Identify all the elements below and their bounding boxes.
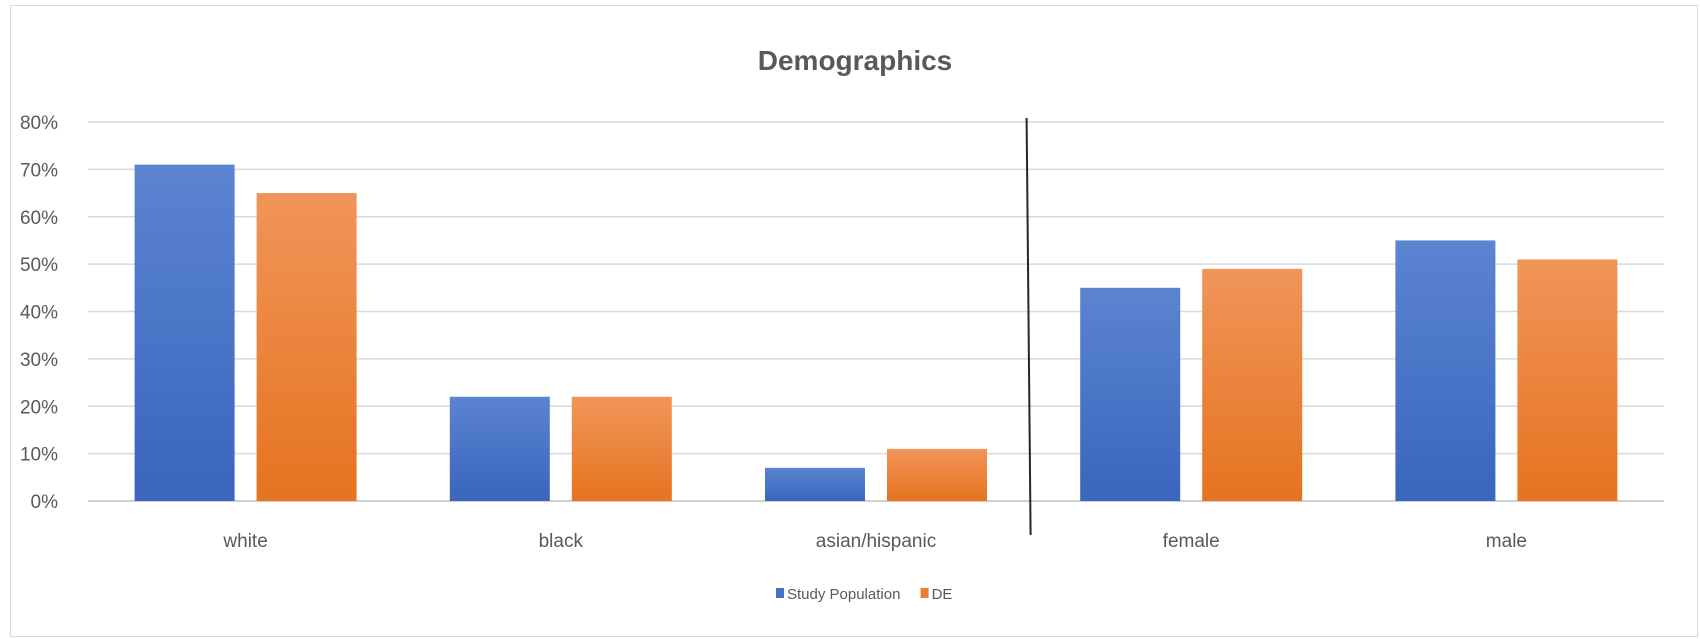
x-tick-label: asian/hispanic <box>816 531 936 552</box>
x-tick-label: white <box>222 531 267 552</box>
legend-label: DE <box>932 586 953 603</box>
y-tick-label: 70% <box>20 160 58 181</box>
y-tick-label: 80% <box>20 113 58 134</box>
group-divider-line <box>1025 117 1032 536</box>
bar-de-asian-hispanic <box>887 448 987 501</box>
y-tick-label: 0% <box>31 492 59 513</box>
bar-de-male <box>1517 259 1618 501</box>
y-tick-label: 50% <box>20 255 58 276</box>
bar-study-population-black <box>449 396 550 501</box>
label-layer: 0% 10% 20% 30% 40% 50% 60% 70% 80% white black asia… <box>20 113 1527 552</box>
bar-de-white <box>256 193 357 501</box>
y-tick-label: 20% <box>20 397 58 418</box>
bar-study-population-white <box>134 164 235 501</box>
x-tick-label: male <box>1486 531 1527 552</box>
bar-study-population-female <box>1080 287 1181 501</box>
bar-de-female <box>1202 268 1303 501</box>
legend: Study Population DE <box>776 586 952 603</box>
y-tick-label: 60% <box>20 208 58 229</box>
legend-label: Study Population <box>787 586 900 603</box>
bar-layer <box>134 164 1618 501</box>
x-tick-label: female <box>1163 531 1220 552</box>
y-tick-label: 40% <box>20 303 58 324</box>
legend-swatch <box>920 588 929 598</box>
bar-study-population-male <box>1395 240 1496 501</box>
y-tick-label: 10% <box>20 445 58 466</box>
bar-study-population-asian-hispanic <box>765 467 865 501</box>
bar-de-black <box>571 396 672 501</box>
x-tick-label: black <box>539 531 584 552</box>
chart-title: Demographics <box>758 45 953 76</box>
legend-swatch <box>776 588 784 598</box>
y-tick-label: 30% <box>20 350 58 371</box>
